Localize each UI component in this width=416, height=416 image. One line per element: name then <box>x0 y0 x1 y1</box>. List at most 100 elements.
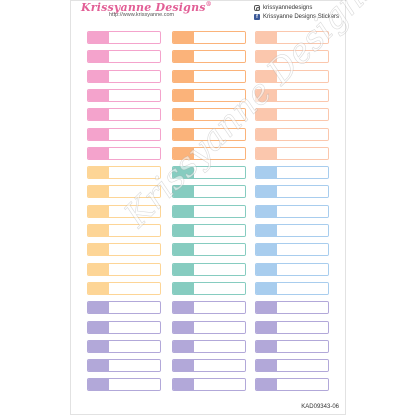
label-sticker-teal <box>172 243 246 257</box>
sticker-write-field <box>109 302 160 314</box>
label-sticker-yellow <box>87 204 161 218</box>
label-sticker-teal <box>172 185 246 199</box>
sticker-write-field <box>109 147 160 159</box>
sticker-write-field <box>109 51 160 63</box>
label-sticker-peach <box>255 31 329 44</box>
sticker-write-field <box>277 109 328 121</box>
label-sticker-peach <box>255 50 329 64</box>
sticker-color-tab <box>88 51 109 63</box>
label-sticker-yellow <box>87 281 161 295</box>
sticker-color-tab <box>256 205 277 217</box>
label-sticker-pink <box>87 31 161 44</box>
label-sticker-pink <box>87 108 161 122</box>
sticker-color-tab <box>256 321 277 333</box>
label-sticker-lavender <box>255 359 329 373</box>
sticker-color-tab <box>173 70 194 82</box>
sticker-color-tab <box>88 302 109 314</box>
label-sticker-lavender <box>172 359 246 373</box>
sticker-write-field <box>109 379 160 391</box>
sticker-write-field <box>194 89 245 101</box>
sticker-write-field <box>277 70 328 82</box>
sticker-color-tab <box>88 225 109 236</box>
sticker-write-field <box>277 340 328 352</box>
sticker-color-tab <box>88 147 109 159</box>
sticker-write-field <box>277 167 328 179</box>
label-sticker-teal <box>172 262 246 276</box>
sticker-color-tab <box>88 205 109 217</box>
sticker-write-field <box>109 89 160 101</box>
label-sticker-teal <box>172 204 246 218</box>
sticker-color-tab <box>88 360 109 372</box>
sticker-color-tab <box>173 128 194 140</box>
sticker-color-tab <box>256 128 277 140</box>
sticker-color-tab <box>173 302 194 314</box>
label-sticker-blue <box>255 262 329 276</box>
sticker-color-tab <box>173 109 194 121</box>
sticker-write-field <box>109 244 160 256</box>
sticker-write-field <box>277 186 328 198</box>
sticker-color-tab <box>256 32 277 43</box>
sticker-color-tab <box>173 360 194 372</box>
label-sticker-teal <box>172 224 246 237</box>
sticker-write-field <box>194 244 245 256</box>
label-sticker-lavender <box>255 320 329 334</box>
sticker-write-field <box>109 205 160 217</box>
sticker-color-tab <box>173 186 194 198</box>
label-sticker-blue <box>255 185 329 199</box>
sticker-color-tab <box>256 167 277 179</box>
sticker-color-tab <box>173 282 194 294</box>
sticker-sheet: Krissyanne Designs® http://www.krissyann… <box>70 0 385 415</box>
sticker-write-field <box>109 186 160 198</box>
label-sticker-peach <box>255 108 329 122</box>
trademark-symbol: ® <box>205 1 212 8</box>
label-sticker-peach <box>255 146 329 160</box>
sticker-color-tab <box>256 302 277 314</box>
sticker-color-tab <box>88 109 109 121</box>
sticker-write-field <box>109 70 160 82</box>
facebook-page: Krissyanne Designs Stickers <box>263 13 340 20</box>
facebook-icon: f <box>254 13 260 20</box>
sticker-color-tab <box>173 51 194 63</box>
sticker-color-tab <box>173 205 194 217</box>
sticker-color-tab <box>256 360 277 372</box>
label-sticker-blue <box>255 224 329 237</box>
sticker-write-field <box>194 263 245 275</box>
label-sticker-lavender <box>87 339 161 353</box>
label-sticker-yellow <box>87 224 161 237</box>
sticker-color-tab <box>88 263 109 275</box>
brand-name: Krissyanne Designs <box>81 1 206 14</box>
social-links: krissyannedesigns f Krissyanne Designs S… <box>254 3 339 21</box>
sticker-color-tab <box>256 379 277 391</box>
sticker-write-field <box>109 340 160 352</box>
sticker-write-field <box>277 321 328 333</box>
product-code: KAD09343-06 <box>301 404 339 410</box>
label-sticker-peach <box>255 127 329 141</box>
sticker-write-field <box>109 321 160 333</box>
label-sticker-lavender <box>87 378 161 392</box>
label-sticker-yellow <box>87 185 161 199</box>
sticker-write-field <box>277 89 328 101</box>
sticker-write-field <box>109 225 160 236</box>
label-sticker-orange <box>172 88 246 102</box>
sticker-write-field <box>277 51 328 63</box>
label-sticker-pink <box>87 88 161 102</box>
sticker-color-tab <box>173 263 194 275</box>
sticker-write-field <box>109 32 160 43</box>
sticker-color-tab <box>88 282 109 294</box>
sticker-color-tab <box>256 70 277 82</box>
sticker-color-tab <box>256 282 277 294</box>
label-sticker-peach <box>255 69 329 83</box>
label-sticker-orange <box>172 108 246 122</box>
sticker-color-tab <box>256 51 277 63</box>
label-sticker-blue <box>255 204 329 218</box>
label-sticker-blue <box>255 243 329 257</box>
label-sticker-orange <box>172 31 246 44</box>
sticker-write-field <box>277 147 328 159</box>
sticker-color-tab <box>88 244 109 256</box>
sticker-write-field <box>277 282 328 294</box>
label-sticker-pink <box>87 146 161 160</box>
sticker-color-tab <box>256 244 277 256</box>
label-sticker-lavender <box>87 359 161 373</box>
sticker-color-tab <box>173 244 194 256</box>
sticker-color-tab <box>256 263 277 275</box>
